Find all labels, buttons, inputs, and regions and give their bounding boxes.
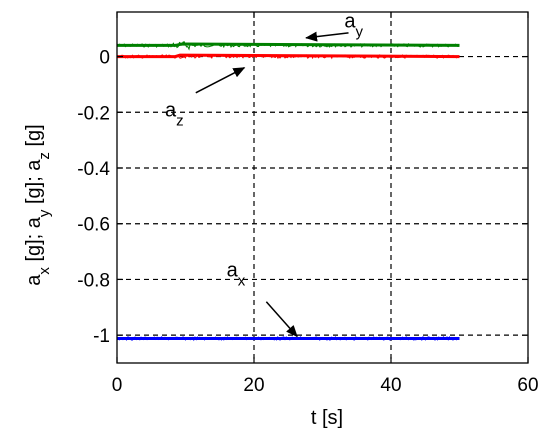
y-tick-label: -0.4 [77,159,110,180]
annotation-label-ay: ay [344,10,363,39]
series-noise-az [117,54,460,60]
tick-labels: 0 20 40 60 -1 -0.8 -0.6 -0.4 -0.2 0 [77,48,538,396]
plot-frame [116,11,529,364]
y-label-base: a [23,159,45,171]
y-tick-label: -0.6 [77,215,110,236]
axes [116,11,529,364]
y-label-unit: [g] [23,124,45,152]
y-label-base: a [23,216,45,228]
series-noise-ax [116,335,460,342]
y-tick-label: -0.2 [77,103,110,124]
y-tick-label: 0 [99,48,110,69]
x-tick-label: 0 [112,375,123,396]
annotation-label-az: az [165,99,184,129]
y-tick-label: -1 [93,326,110,347]
x-tick-label: 40 [380,375,401,396]
series-noise-ay [116,41,460,51]
y-label-sub: y [36,209,53,217]
x-tick-label: 60 [517,375,538,396]
annotation-label-ax: ax [227,260,246,290]
x-tick-label: 20 [243,375,264,396]
grid [117,12,528,363]
y-tick-label: -0.8 [77,270,110,291]
y-label-sub: z [36,152,53,160]
annotations: ay az ax [165,10,364,338]
y-label-sub: x [36,267,53,275]
y-label-base: a [23,274,45,286]
y-axis-label: ax [g]; ay [g]; az [g] [23,124,53,285]
x-axis-label: t [s] [311,407,343,429]
series-group [116,41,460,342]
annotation-arrow-ay [305,31,349,42]
annotation-arrow-ax [265,301,298,338]
y-label-unit: [g]; [23,228,45,267]
annotation-arrow-az [195,67,246,94]
y-label-unit: [g]; [23,171,45,210]
